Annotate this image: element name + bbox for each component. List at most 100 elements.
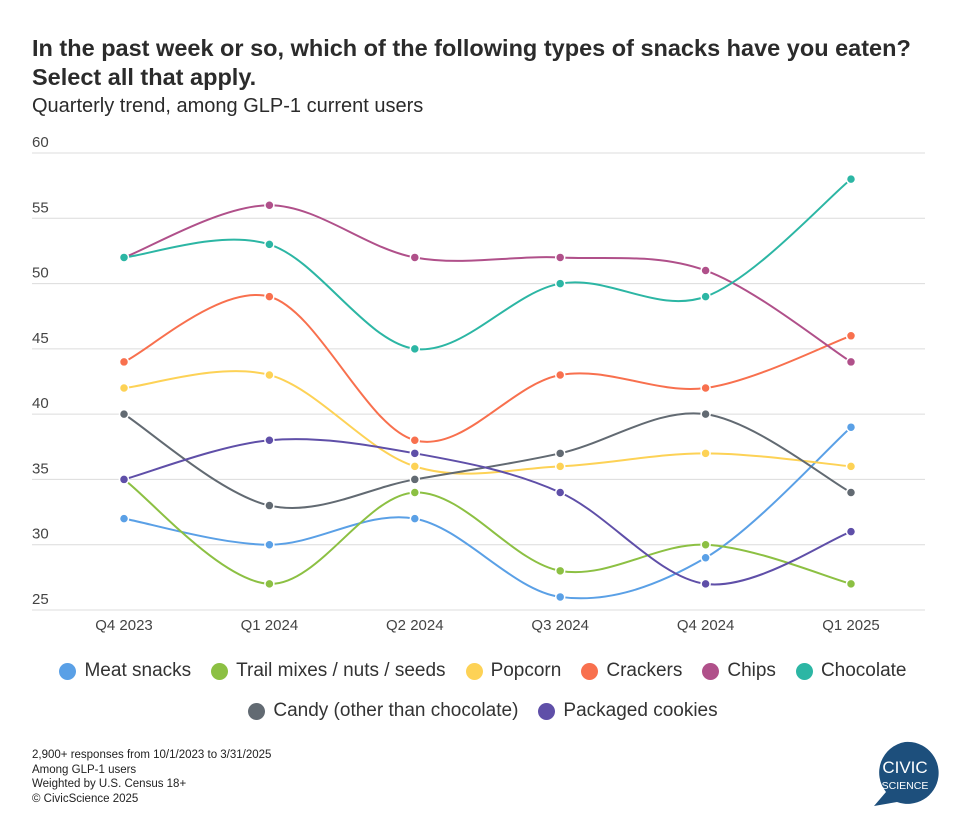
legend-label: Meat snacks xyxy=(84,660,192,681)
series-line-popcorn xyxy=(123,370,852,475)
data-point-popcorn xyxy=(845,461,857,472)
legend-item: Chips xyxy=(702,660,776,682)
y-tick-label: 60 xyxy=(32,134,49,151)
data-point-chips xyxy=(845,356,857,368)
data-point-trail-mixes-nuts-seeds xyxy=(264,578,275,590)
data-point-crackers xyxy=(264,291,275,302)
data-point-popcorn xyxy=(264,369,275,381)
data-point-chocolate xyxy=(554,278,566,289)
series-line-packaged-cookies xyxy=(123,438,852,586)
legend-label: Chips xyxy=(727,660,776,681)
legend-item: Candy (other than chocolate) xyxy=(248,700,518,722)
y-tick-label: 50 xyxy=(32,265,49,282)
data-point-popcorn xyxy=(700,448,711,459)
footer-line: Weighted by U.S. Census 18+ xyxy=(32,778,187,790)
data-point-chocolate xyxy=(409,343,421,355)
data-point-packaged-cookies xyxy=(845,526,857,537)
data-point-crackers xyxy=(409,435,421,446)
data-point-packaged-cookies xyxy=(409,448,421,459)
data-point-packaged-cookies xyxy=(700,578,711,590)
data-point-crackers xyxy=(554,369,566,381)
legend-item: Crackers xyxy=(581,660,682,682)
series-line-trail-mixes-nuts-seeds xyxy=(123,478,852,585)
chart-subtitle: Quarterly trend, among GLP-1 current use… xyxy=(32,95,424,117)
y-tick-label: 45 xyxy=(32,330,49,347)
legend-label: Candy (other than chocolate) xyxy=(273,700,519,721)
legend-label: Trail mixes / nuts / seeds xyxy=(236,660,446,681)
legend-swatch xyxy=(248,702,266,720)
data-point-candy-other-than-chocolate- xyxy=(409,474,421,485)
legend-label: Crackers xyxy=(606,660,683,681)
data-point-popcorn xyxy=(118,382,130,394)
legend-item: Trail mixes / nuts / seeds xyxy=(211,660,446,682)
footer-line: Among GLP-1 users xyxy=(32,763,137,776)
data-point-chocolate xyxy=(700,291,711,302)
legend-item: Chocolate xyxy=(795,660,907,682)
data-point-meat-snacks xyxy=(118,513,130,524)
data-point-popcorn xyxy=(554,461,566,472)
chart-title: In the past week or so, which of the fol… xyxy=(32,35,911,90)
data-point-meat-snacks xyxy=(264,539,275,550)
footer-line: © CivicScience 2025 xyxy=(32,792,139,805)
data-point-trail-mixes-nuts-seeds xyxy=(409,487,421,498)
data-point-meat-snacks xyxy=(700,552,711,564)
legend-swatch xyxy=(702,662,720,680)
data-point-meat-snacks xyxy=(409,513,421,524)
data-point-packaged-cookies xyxy=(264,435,275,446)
series-line-meat-snacks xyxy=(123,426,852,600)
legend-swatch xyxy=(211,662,229,680)
data-point-chips xyxy=(554,252,566,263)
y-tick-label: 35 xyxy=(32,460,49,477)
series-line-candy-other-than-chocolate- xyxy=(123,412,852,509)
data-point-trail-mixes-nuts-seeds xyxy=(845,578,857,590)
legend-swatch xyxy=(581,662,599,680)
data-point-chocolate xyxy=(118,252,130,263)
data-point-popcorn xyxy=(409,461,421,472)
data-point-candy-other-than-chocolate- xyxy=(554,448,566,459)
legend-item: Meat snacks xyxy=(59,660,191,682)
data-point-crackers xyxy=(118,356,130,368)
legend-item: Popcorn xyxy=(465,660,562,682)
legend-row-1: Meat snacks Trail mixes / nuts / seeds Pop… xyxy=(0,660,966,682)
footer-line: 2,900+ responses from 10/1/2023 to 3/31/… xyxy=(32,749,272,761)
data-point-crackers xyxy=(700,382,711,394)
x-tick-label: Q3 2024 xyxy=(531,617,589,634)
data-point-trail-mixes-nuts-seeds xyxy=(554,565,566,577)
data-point-candy-other-than-chocolate- xyxy=(264,500,275,511)
footer-notes: 2,900+ responses from 10/1/2023 to 3/31/… xyxy=(32,748,271,806)
legend-swatch xyxy=(59,662,77,680)
x-tick-label: Q2 2024 xyxy=(386,617,444,634)
series-line-crackers xyxy=(123,294,852,443)
y-tick-label: 55 xyxy=(32,199,49,216)
legend-label: Popcorn xyxy=(490,660,562,681)
x-tick-label: Q4 2023 xyxy=(95,617,153,634)
data-point-candy-other-than-chocolate- xyxy=(845,487,857,498)
legend-item: Packaged cookies xyxy=(538,700,718,722)
data-point-packaged-cookies xyxy=(554,487,566,498)
data-point-crackers xyxy=(845,330,857,342)
legend-label: Packaged cookies xyxy=(563,700,718,721)
data-point-candy-other-than-chocolate- xyxy=(118,408,130,420)
data-point-chocolate xyxy=(845,173,857,185)
data-point-meat-snacks xyxy=(554,591,566,603)
legend-row-2: Candy (other than chocolate) Packaged coo… xyxy=(0,700,966,722)
legend-swatch xyxy=(795,662,813,680)
x-tick-label: Q1 2024 xyxy=(241,617,299,634)
data-point-packaged-cookies xyxy=(118,474,130,485)
y-tick-label: 25 xyxy=(32,591,49,608)
series-line-chocolate xyxy=(123,178,852,351)
x-tick-label: Q4 2024 xyxy=(677,617,735,634)
data-point-chocolate xyxy=(264,239,275,250)
data-point-candy-other-than-chocolate- xyxy=(700,408,711,420)
data-point-chips xyxy=(409,252,421,263)
data-point-chips xyxy=(264,199,275,211)
y-tick-label: 40 xyxy=(32,395,49,412)
legend-label: Chocolate xyxy=(820,660,907,681)
y-tick-label: 30 xyxy=(32,526,49,543)
data-point-meat-snacks xyxy=(845,421,857,433)
legend-swatch xyxy=(538,702,556,720)
data-point-chips xyxy=(700,265,711,276)
data-point-trail-mixes-nuts-seeds xyxy=(700,539,711,550)
